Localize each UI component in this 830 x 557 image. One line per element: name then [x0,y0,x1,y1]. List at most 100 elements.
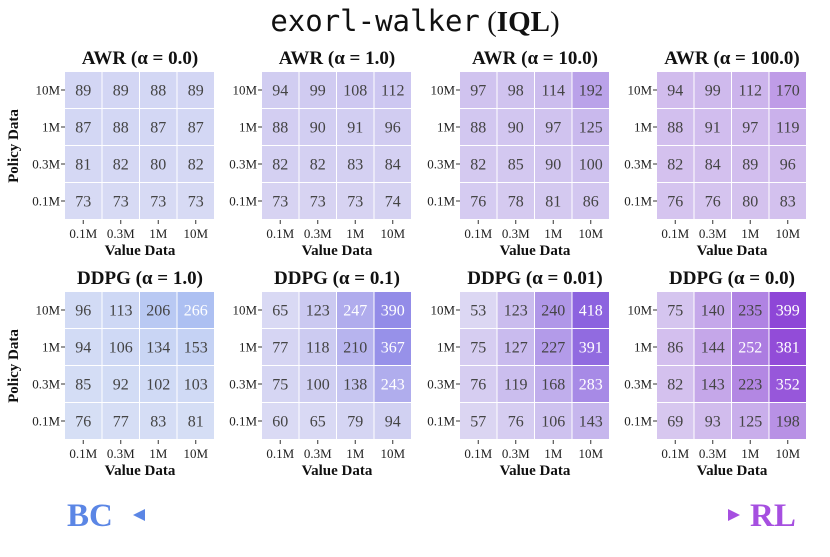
heatmap-cell [374,292,411,328]
heatmap-cell [769,183,806,219]
heatmap-cell [572,403,609,439]
y-tick-label: 1M [42,340,61,355]
x-tick-label: 10M [578,446,603,461]
cell-value: 76 [667,194,683,211]
cell-value: 192 [579,83,603,100]
y-tick-label: 1M [634,120,653,135]
x-axis-label: Value Data [500,243,571,259]
y-tick-label: 0.1M [624,414,652,429]
heatmap-cell [262,292,299,328]
cell-value: 96 [75,303,91,320]
heatmap-cell [694,329,731,365]
y-tick-label: 10M [232,83,257,98]
cell-value: 82 [667,377,683,394]
heatmap-cell [769,146,806,182]
cell-value: 90 [310,120,326,137]
cell-value: 103 [184,377,208,394]
cell-value: 89 [75,83,91,100]
heatmap-cell [65,72,102,108]
heatmap-cell [657,183,694,219]
x-tick-label: 10M [183,446,208,461]
cell-value: 84 [705,157,721,174]
heatmap-cell [102,366,139,402]
y-tick-label: 1M [239,120,258,135]
rl-label: RL [750,498,796,534]
heatmap-cell [497,146,534,182]
x-axis-label: Value Data [302,243,373,259]
heatmap-cell [572,292,609,328]
cell-value: 92 [113,377,129,394]
cell-value: 80 [742,194,758,211]
y-tick-label: 0.1M [229,194,257,209]
x-axis-label: Value Data [105,243,176,259]
x-tick-label: 0.3M [107,226,135,241]
x-tick-label: 0.3M [304,226,332,241]
heatmap-cell [732,109,769,145]
figure-title: exorl-walker (IQL) [0,2,830,40]
figure-title-method: IQL [496,6,550,38]
heatmap-cell [657,72,694,108]
cell-value: 93 [705,414,721,431]
heatmap-cell [732,366,769,402]
cell-value: 89 [188,83,204,100]
heatmap-cell [140,146,177,182]
cell-value: 390 [381,303,405,320]
x-tick-label: 10M [775,446,800,461]
cell-value: 96 [780,157,796,174]
y-tick-label: 0.3M [427,157,455,172]
heatmap-cell [262,109,299,145]
heatmap-cell [177,109,214,145]
heatmap-cell [177,72,214,108]
cell-value: 65 [272,303,288,320]
cell-value: 81 [545,194,561,211]
heatmap-cell [262,366,299,402]
cell-value: 82 [470,157,486,174]
y-tick-label: 0.3M [229,377,257,392]
heatmap-cell [337,403,374,439]
x-tick-label: 0.3M [699,446,727,461]
y-tick-label: 10M [430,303,455,318]
figure-title-open: ( [487,6,497,38]
heatmap-cell [657,292,694,328]
cell-value: 76 [470,377,486,394]
heatmap-cell [769,403,806,439]
cell-value: 73 [113,194,129,211]
figure-title-close: ) [549,6,560,38]
x-tick-label: 0.1M [266,226,294,241]
heatmap-cell [299,366,336,402]
x-tick-label: 1M [149,446,168,461]
heatmap-cell [177,366,214,402]
panel-title: DDPG (α = 0.0) [669,268,795,289]
cell-value: 227 [541,340,565,357]
heatmap-cell [657,366,694,402]
cell-value: 97 [470,83,486,100]
cell-value: 94 [385,414,401,431]
heatmap-cell [299,329,336,365]
heatmap-cell [732,146,769,182]
heatmap-cell [177,292,214,328]
cell-value: 125 [579,120,603,137]
heatmap-panel: AWR (α = 0.0) 89 89 88 89 87 88 87 87 81 82 80 82 73 7… [6,48,214,259]
heatmap-cell [102,146,139,182]
heatmap-cell [65,403,102,439]
heatmap-panel: AWR (α = 1.0) 94 99 108 112 88 90 91 96 82 82 83 84 7… [229,48,411,259]
cell-value: 78 [508,194,524,211]
heatmap-cell [140,403,177,439]
x-tick-label: 0.1M [69,226,97,241]
cell-value: 138 [343,377,367,394]
heatmap-cell [65,366,102,402]
cell-value: 140 [701,303,725,320]
panel-title: AWR (α = 10.0) [472,48,598,69]
cell-value: 87 [75,120,91,137]
cell-value: 367 [381,340,405,357]
cell-value: 82 [272,157,288,174]
cell-value: 153 [184,340,208,357]
heatmap-cell [374,109,411,145]
cell-value: 99 [310,83,326,100]
cell-value: 75 [667,303,683,320]
heatmap-cell [262,72,299,108]
y-tick-label: 0.1M [32,414,60,429]
x-tick-label: 1M [544,446,563,461]
heatmap-cell [102,72,139,108]
heatmap-cell [535,109,572,145]
